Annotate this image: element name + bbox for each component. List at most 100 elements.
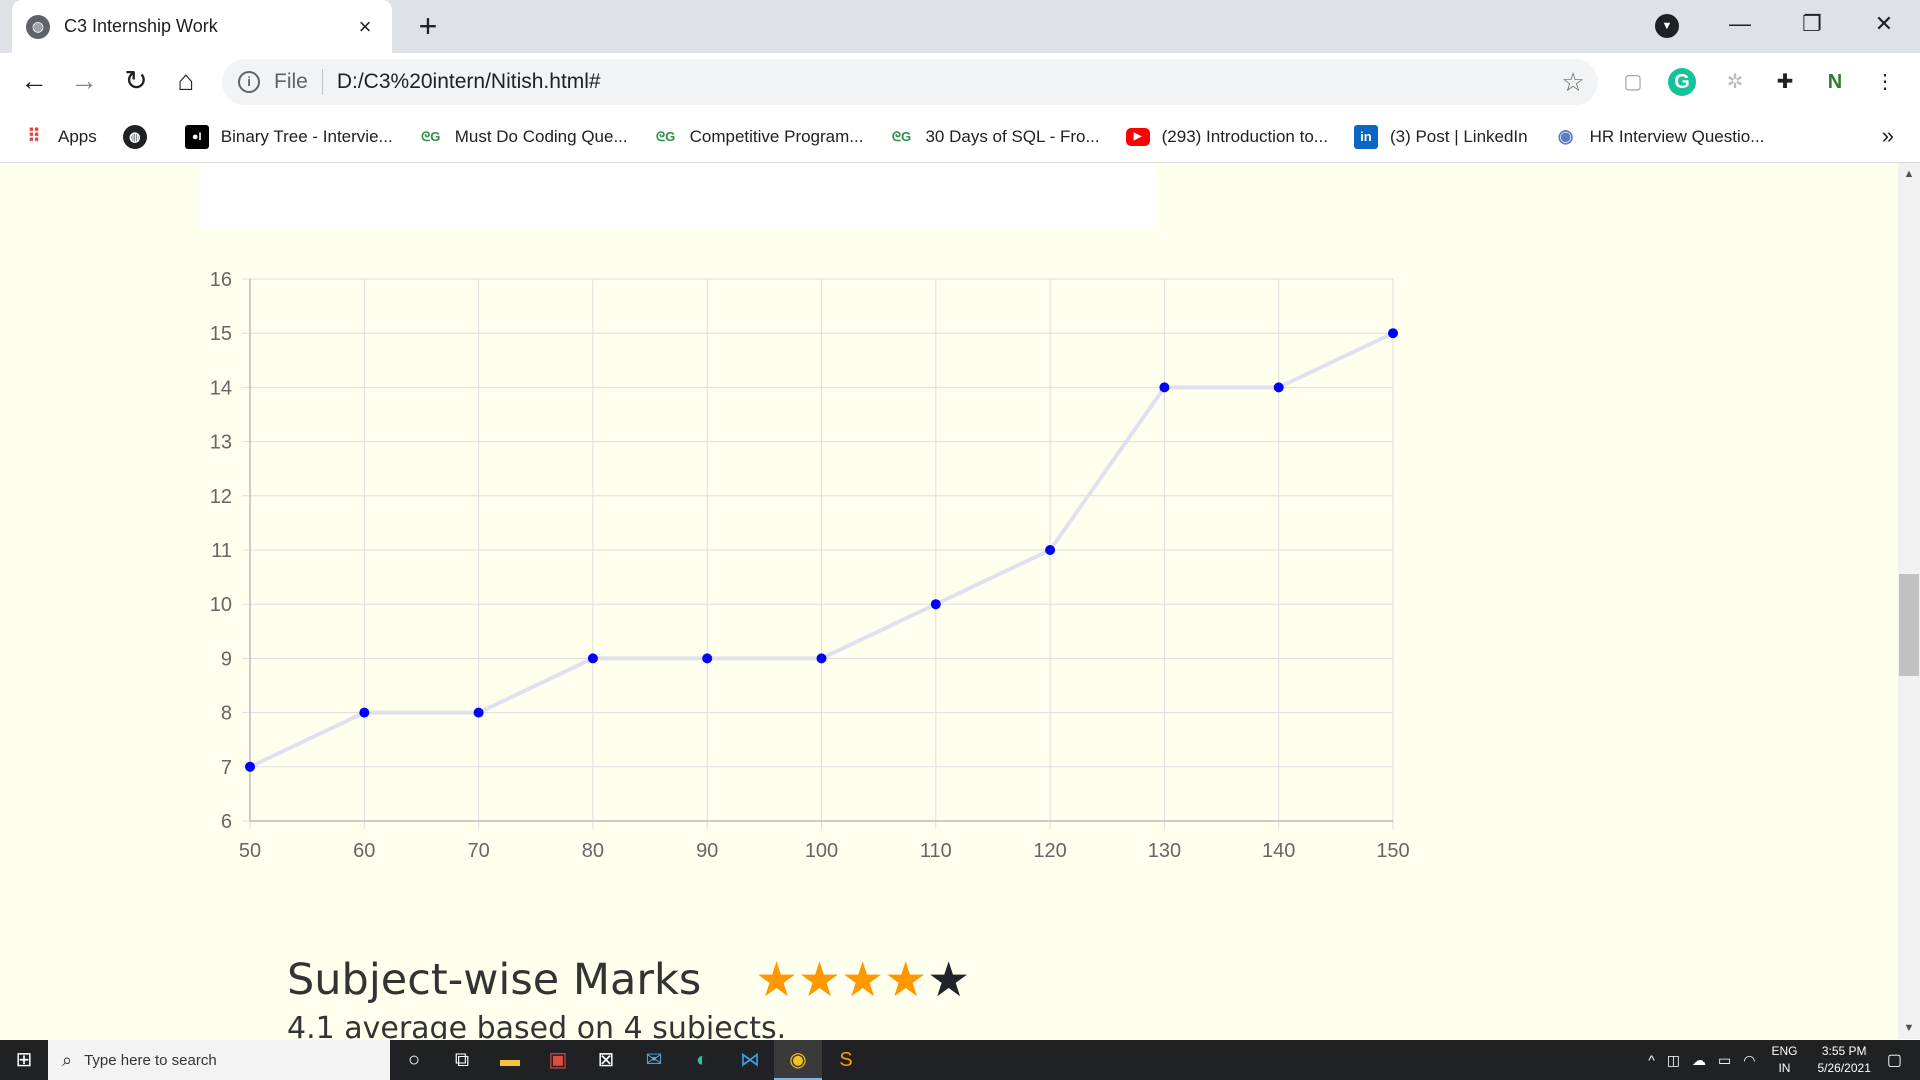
content-panel bbox=[200, 163, 1155, 227]
clock[interactable]: 3:55 PM 5/26/2021 bbox=[1817, 1043, 1870, 1077]
store-icon[interactable]: ⊠ bbox=[597, 1049, 615, 1071]
bookmark-globe[interactable]: ◍ bbox=[122, 124, 159, 149]
browser-tab[interactable]: ◍ C3 Internship Work × bbox=[12, 0, 392, 53]
medium-icon: ●I bbox=[184, 124, 209, 149]
y-tick-label: 10 bbox=[210, 594, 232, 616]
url-text[interactable]: D:/C3%20intern/Nitish.html# bbox=[336, 70, 601, 93]
data-point bbox=[816, 653, 827, 664]
search-icon: ⌕ bbox=[62, 1049, 73, 1070]
globe-icon: ◍ bbox=[122, 124, 147, 149]
new-tab-button[interactable]: + bbox=[418, 8, 438, 44]
tab-strip: ◍ C3 Internship Work × + ▼ — ❐ ✕ bbox=[0, 0, 1920, 53]
globe-icon: ◍ bbox=[26, 14, 50, 39]
region-code: IN bbox=[1778, 1061, 1791, 1075]
x-tick-label: 90 bbox=[696, 840, 718, 862]
rating-subtitle: 4.1 average based on 4 subjects. bbox=[287, 1011, 787, 1039]
y-tick-label: 9 bbox=[221, 648, 232, 670]
extension-icon[interactable]: ✲ bbox=[1726, 71, 1744, 93]
divider bbox=[321, 69, 323, 95]
menu-kebab-icon[interactable]: ⋮ bbox=[1875, 71, 1895, 93]
file-explorer-icon[interactable]: ▬ bbox=[500, 1049, 520, 1071]
y-tick-label: 13 bbox=[210, 432, 232, 454]
data-point bbox=[1045, 545, 1056, 555]
notifications-icon[interactable]: ▢ bbox=[1886, 1052, 1902, 1069]
bookmark-label: Competitive Program... bbox=[689, 126, 864, 146]
scrollbar-thumb[interactable] bbox=[1899, 574, 1919, 676]
x-tick-label: 140 bbox=[1262, 840, 1295, 862]
puzzle-extensions-icon[interactable]: ✚ bbox=[1776, 71, 1794, 93]
gift-app-icon[interactable]: ▣ bbox=[548, 1049, 568, 1071]
windows-taskbar: ⊞ ⌕ Type here to search ○ ⧉ ▬ ▣ ⊠ ✉ ◐ ⋈ … bbox=[0, 1040, 1920, 1080]
more-bookmarks-button[interactable]: » bbox=[1881, 123, 1894, 148]
y-tick-label: 6 bbox=[221, 811, 232, 833]
bookmark-hr-interview[interactable]: ◉ HR Interview Questio... bbox=[1554, 125, 1765, 149]
battery-icon[interactable]: ▭ bbox=[1718, 1051, 1732, 1068]
wifi-icon[interactable]: ◠ bbox=[1743, 1051, 1756, 1068]
chevron-up-icon[interactable]: ^ bbox=[1648, 1052, 1655, 1068]
gfg-icon: ᘓG bbox=[421, 128, 441, 144]
close-tab-icon[interactable]: × bbox=[358, 13, 372, 39]
tab-search-icon[interactable]: ▼ bbox=[1655, 14, 1679, 38]
task-view-icon[interactable]: ⧉ bbox=[454, 1049, 470, 1071]
y-tick-label: 12 bbox=[210, 486, 232, 508]
pocket-extension-icon[interactable]: ▢ bbox=[1623, 71, 1643, 93]
cortana-icon[interactable]: ○ bbox=[407, 1049, 421, 1071]
chrome-icon[interactable]: ◉ bbox=[774, 1040, 822, 1080]
x-tick-label: 150 bbox=[1376, 840, 1409, 862]
star-filled-icon: ★ bbox=[798, 954, 842, 1007]
y-tick-label: 7 bbox=[221, 757, 232, 779]
data-point bbox=[587, 653, 598, 664]
line-chart: 6 7 8 9 10 11 12 13 14 15 16 50 60 70 80 90 100 110 120 130… bbox=[210, 269, 1410, 862]
taskbar-search[interactable]: ⌕ Type here to search bbox=[48, 1040, 390, 1080]
windows-start-icon[interactable]: ⊞ bbox=[15, 1049, 33, 1071]
bookmark-binary-tree[interactable]: ●I Binary Tree - Intervie... bbox=[184, 124, 393, 149]
x-tick-label: 80 bbox=[582, 840, 604, 862]
edge-icon[interactable]: ◐ bbox=[695, 1049, 709, 1071]
onedrive-icon[interactable]: ☁ bbox=[1692, 1051, 1707, 1068]
star-filled-icon: ★ bbox=[841, 954, 885, 1007]
mail-icon[interactable]: ✉ bbox=[645, 1049, 663, 1071]
language-indicator[interactable]: ENG IN bbox=[1771, 1043, 1797, 1077]
tab-title: C3 Internship Work bbox=[64, 16, 218, 36]
linkedin-icon: in bbox=[1353, 124, 1378, 149]
x-tick-label: 100 bbox=[805, 840, 838, 862]
home-icon[interactable]: ⌂ bbox=[177, 65, 195, 96]
x-tick-label: 120 bbox=[1033, 840, 1066, 862]
scroll-up-icon[interactable]: ▲ bbox=[1903, 168, 1915, 180]
minimize-button[interactable]: — bbox=[1729, 11, 1751, 36]
scroll-down-icon[interactable]: ▼ bbox=[1903, 1022, 1915, 1034]
data-point bbox=[1273, 382, 1284, 393]
bookmark-youtube[interactable]: ▶ (293) Introduction to... bbox=[1125, 127, 1328, 147]
gfg-icon: ᘓG bbox=[891, 128, 912, 144]
restore-button[interactable]: ❐ bbox=[1802, 11, 1822, 36]
x-tick-label: 110 bbox=[920, 840, 952, 862]
network-status-icon[interactable]: ◫ bbox=[1666, 1051, 1681, 1068]
close-window-button[interactable]: ✕ bbox=[1874, 11, 1894, 36]
bookmark-label: Binary Tree - Intervie... bbox=[220, 126, 393, 146]
bookmark-label: 30 Days of SQL - Fro... bbox=[925, 126, 1100, 146]
star-filled-icon: ★ bbox=[884, 954, 928, 1007]
page-content: 6 7 8 9 10 11 12 13 14 15 16 50 60 70 80 90 100 110 120 130… bbox=[0, 163, 1898, 1039]
address-bar[interactable]: i File D:/C3%20intern/Nitish.html# ☆ bbox=[222, 59, 1598, 105]
forward-arrow-icon[interactable]: → bbox=[70, 65, 98, 96]
grammarly-icon[interactable]: G bbox=[1668, 68, 1696, 96]
bookmark-30-days-sql[interactable]: ᘓG 30 Days of SQL - Fro... bbox=[889, 125, 1100, 149]
bookmark-competitive-programming[interactable]: ᘓG Competitive Program... bbox=[654, 125, 864, 149]
bookmark-label: Apps bbox=[58, 126, 97, 146]
y-tick-label: 8 bbox=[221, 703, 232, 725]
bookmark-must-do-coding[interactable]: ᘓG Must Do Coding Que... bbox=[419, 125, 628, 149]
gfg-icon: ᘓG bbox=[655, 128, 676, 144]
bookmark-linkedin[interactable]: in (3) Post | LinkedIn bbox=[1353, 124, 1528, 149]
x-tick-label: 130 bbox=[1148, 840, 1181, 862]
bookmark-apps[interactable]: ⠿ Apps bbox=[22, 125, 97, 149]
star-rating: ★ ★ ★ ★ ★ bbox=[755, 953, 970, 1009]
reload-icon[interactable]: ↻ bbox=[124, 65, 148, 96]
back-arrow-icon[interactable]: ← bbox=[20, 65, 48, 96]
bookmark-star-icon[interactable]: ☆ bbox=[1561, 66, 1585, 97]
profile-avatar-icon[interactable]: N bbox=[1827, 71, 1843, 93]
sublime-text-icon[interactable]: S bbox=[839, 1049, 853, 1071]
vscode-icon[interactable]: ⋈ bbox=[740, 1049, 760, 1071]
info-icon[interactable]: i bbox=[238, 71, 260, 93]
url-scheme: File bbox=[274, 70, 308, 93]
rating-title: Subject-wise Marks bbox=[287, 955, 702, 1005]
